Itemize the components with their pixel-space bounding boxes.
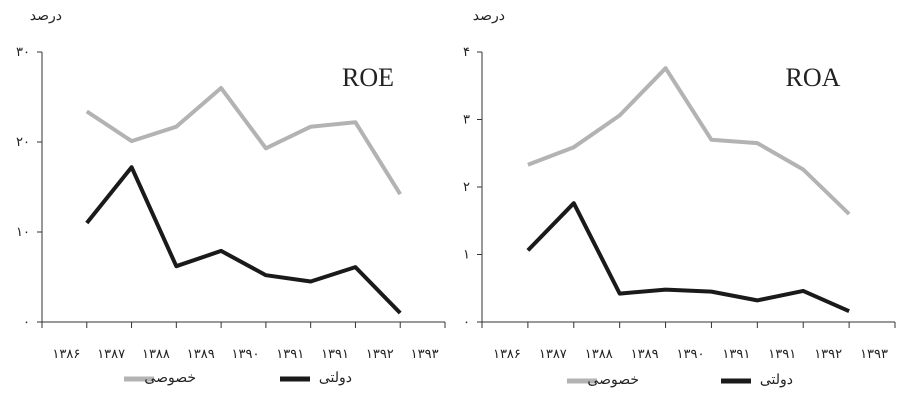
- chart-2-x-tick-label: ۱۳۸۷: [539, 347, 567, 362]
- chart-2-x-tick-label: ۱۳۸۸: [585, 347, 613, 362]
- chart-1-y-tick-label: ۳۰: [16, 45, 30, 60]
- chart-1-y-unit-label: درصد: [30, 8, 62, 24]
- chart-2-x-tick-label: ۱۳۸۹: [631, 347, 659, 362]
- chart-2-legend-label-private: خصوصی: [587, 372, 639, 388]
- chart-1-y-tick-label: ۲۰: [16, 135, 30, 150]
- chart-2-legend-label-government: دولتی: [760, 372, 793, 388]
- chart-2-title: ROA: [786, 63, 841, 92]
- chart-2-x-tick-label: ۱۳۹۲: [814, 347, 842, 362]
- chart-1-y-tick-label: ۱۰: [16, 225, 30, 240]
- chart-2-y-tick-label: ۰: [463, 315, 470, 330]
- chart-2-x-tick-label: ۱۳۸۶: [493, 347, 521, 362]
- chart-1-x-tick-label: ۱۳۹۱: [276, 347, 304, 362]
- chart-1-x-tick-label: ۱۳۸۷: [97, 347, 125, 362]
- chart-2-y-tick-label: ۴: [463, 45, 470, 60]
- chart-1-x-tick-label: ۱۳۹۳: [411, 347, 439, 362]
- chart-1-series-line-private: [85, 86, 402, 196]
- chart-2-y-unit-label: درصد: [473, 8, 505, 24]
- chart-1-series-line-government: [85, 165, 402, 315]
- chart-1-x-tick-label: ۱۳۹۱: [321, 347, 349, 362]
- chart-1-legend-label-private: خصوصی: [144, 370, 196, 386]
- chart-2-y-tick-label: ۳: [463, 113, 470, 128]
- chart-1-x-tick-label: ۱۳۹۰: [232, 347, 260, 362]
- chart-2-x-tick-label: ۱۳۹۳: [860, 347, 888, 362]
- chart-1-title: ROE: [342, 63, 394, 92]
- chart-1-x-tick-label: ۱۳۸۸: [142, 347, 170, 362]
- chart-1-legend-label-government: دولتی: [319, 370, 352, 386]
- chart-1-x-tick-label: ۱۳۸۹: [187, 347, 215, 362]
- chart-1-x-tick-label: ۱۳۹۲: [366, 347, 394, 362]
- chart-2-y-tick-label: ۲: [463, 180, 470, 195]
- chart-2-series-line-private: [527, 66, 851, 216]
- chart-2-series-line-government: [526, 201, 850, 314]
- chart-2-y-tick-label: ۱: [463, 248, 470, 263]
- chart-1-y-tick-label: ۰: [23, 315, 30, 330]
- chart-1-x-tick-label: ۱۳۸۶: [52, 347, 80, 362]
- chart-2-x-tick-label: ۱۳۹۱: [722, 347, 750, 362]
- chart-2-x-tick-label: ۱۳۹۰: [677, 347, 705, 362]
- chart-2-x-tick-label: ۱۳۹۱: [768, 347, 796, 362]
